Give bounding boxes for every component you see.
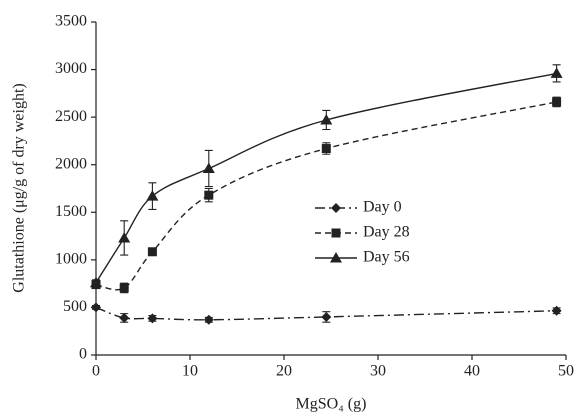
x-tick-label: 0 bbox=[92, 363, 100, 380]
marker bbox=[118, 231, 131, 243]
x-tick-label: 50 bbox=[558, 363, 574, 380]
series-line bbox=[95, 72, 557, 284]
legend-marker bbox=[331, 228, 341, 238]
y-tick-label: 3000 bbox=[55, 60, 87, 77]
marker bbox=[321, 311, 332, 322]
legend-marker bbox=[330, 252, 342, 263]
marker bbox=[204, 190, 214, 200]
marker bbox=[147, 313, 158, 324]
legend-marker bbox=[331, 203, 341, 213]
marker bbox=[550, 67, 563, 78]
legend-label: Day 28 bbox=[363, 224, 410, 241]
y-tick-label: 1500 bbox=[55, 203, 87, 220]
marker bbox=[551, 305, 562, 316]
y-axis-label: Glutathione (μg/g of dry weight) bbox=[11, 83, 28, 292]
marker bbox=[147, 247, 157, 257]
y-tick-label: 0 bbox=[79, 346, 87, 363]
x-tick-label: 20 bbox=[276, 363, 292, 380]
marker bbox=[203, 314, 214, 325]
marker bbox=[321, 144, 331, 154]
y-tick-label: 2500 bbox=[55, 108, 87, 125]
y-tick-label: 2000 bbox=[55, 155, 87, 172]
y-tick-label: 500 bbox=[63, 298, 87, 315]
marker bbox=[552, 97, 562, 107]
marker bbox=[91, 302, 101, 313]
x-axis-label: MgSO₄ (g) bbox=[296, 396, 367, 413]
marker bbox=[202, 162, 215, 174]
legend-label: Day 0 bbox=[363, 199, 402, 216]
legend-label: Day 56 bbox=[363, 249, 410, 266]
y-tick-label: 1000 bbox=[55, 251, 87, 268]
marker bbox=[320, 113, 333, 125]
y-tick-label: 3500 bbox=[55, 13, 87, 30]
marker bbox=[146, 190, 159, 201]
marker bbox=[119, 312, 130, 323]
x-tick-label: 30 bbox=[370, 363, 386, 380]
series-line bbox=[95, 101, 557, 291]
marker bbox=[90, 276, 102, 288]
x-tick-label: 10 bbox=[182, 363, 198, 380]
x-tick-label: 40 bbox=[464, 363, 480, 380]
marker bbox=[119, 283, 129, 293]
